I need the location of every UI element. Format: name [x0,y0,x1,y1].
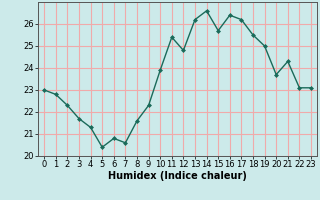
X-axis label: Humidex (Indice chaleur): Humidex (Indice chaleur) [108,171,247,181]
